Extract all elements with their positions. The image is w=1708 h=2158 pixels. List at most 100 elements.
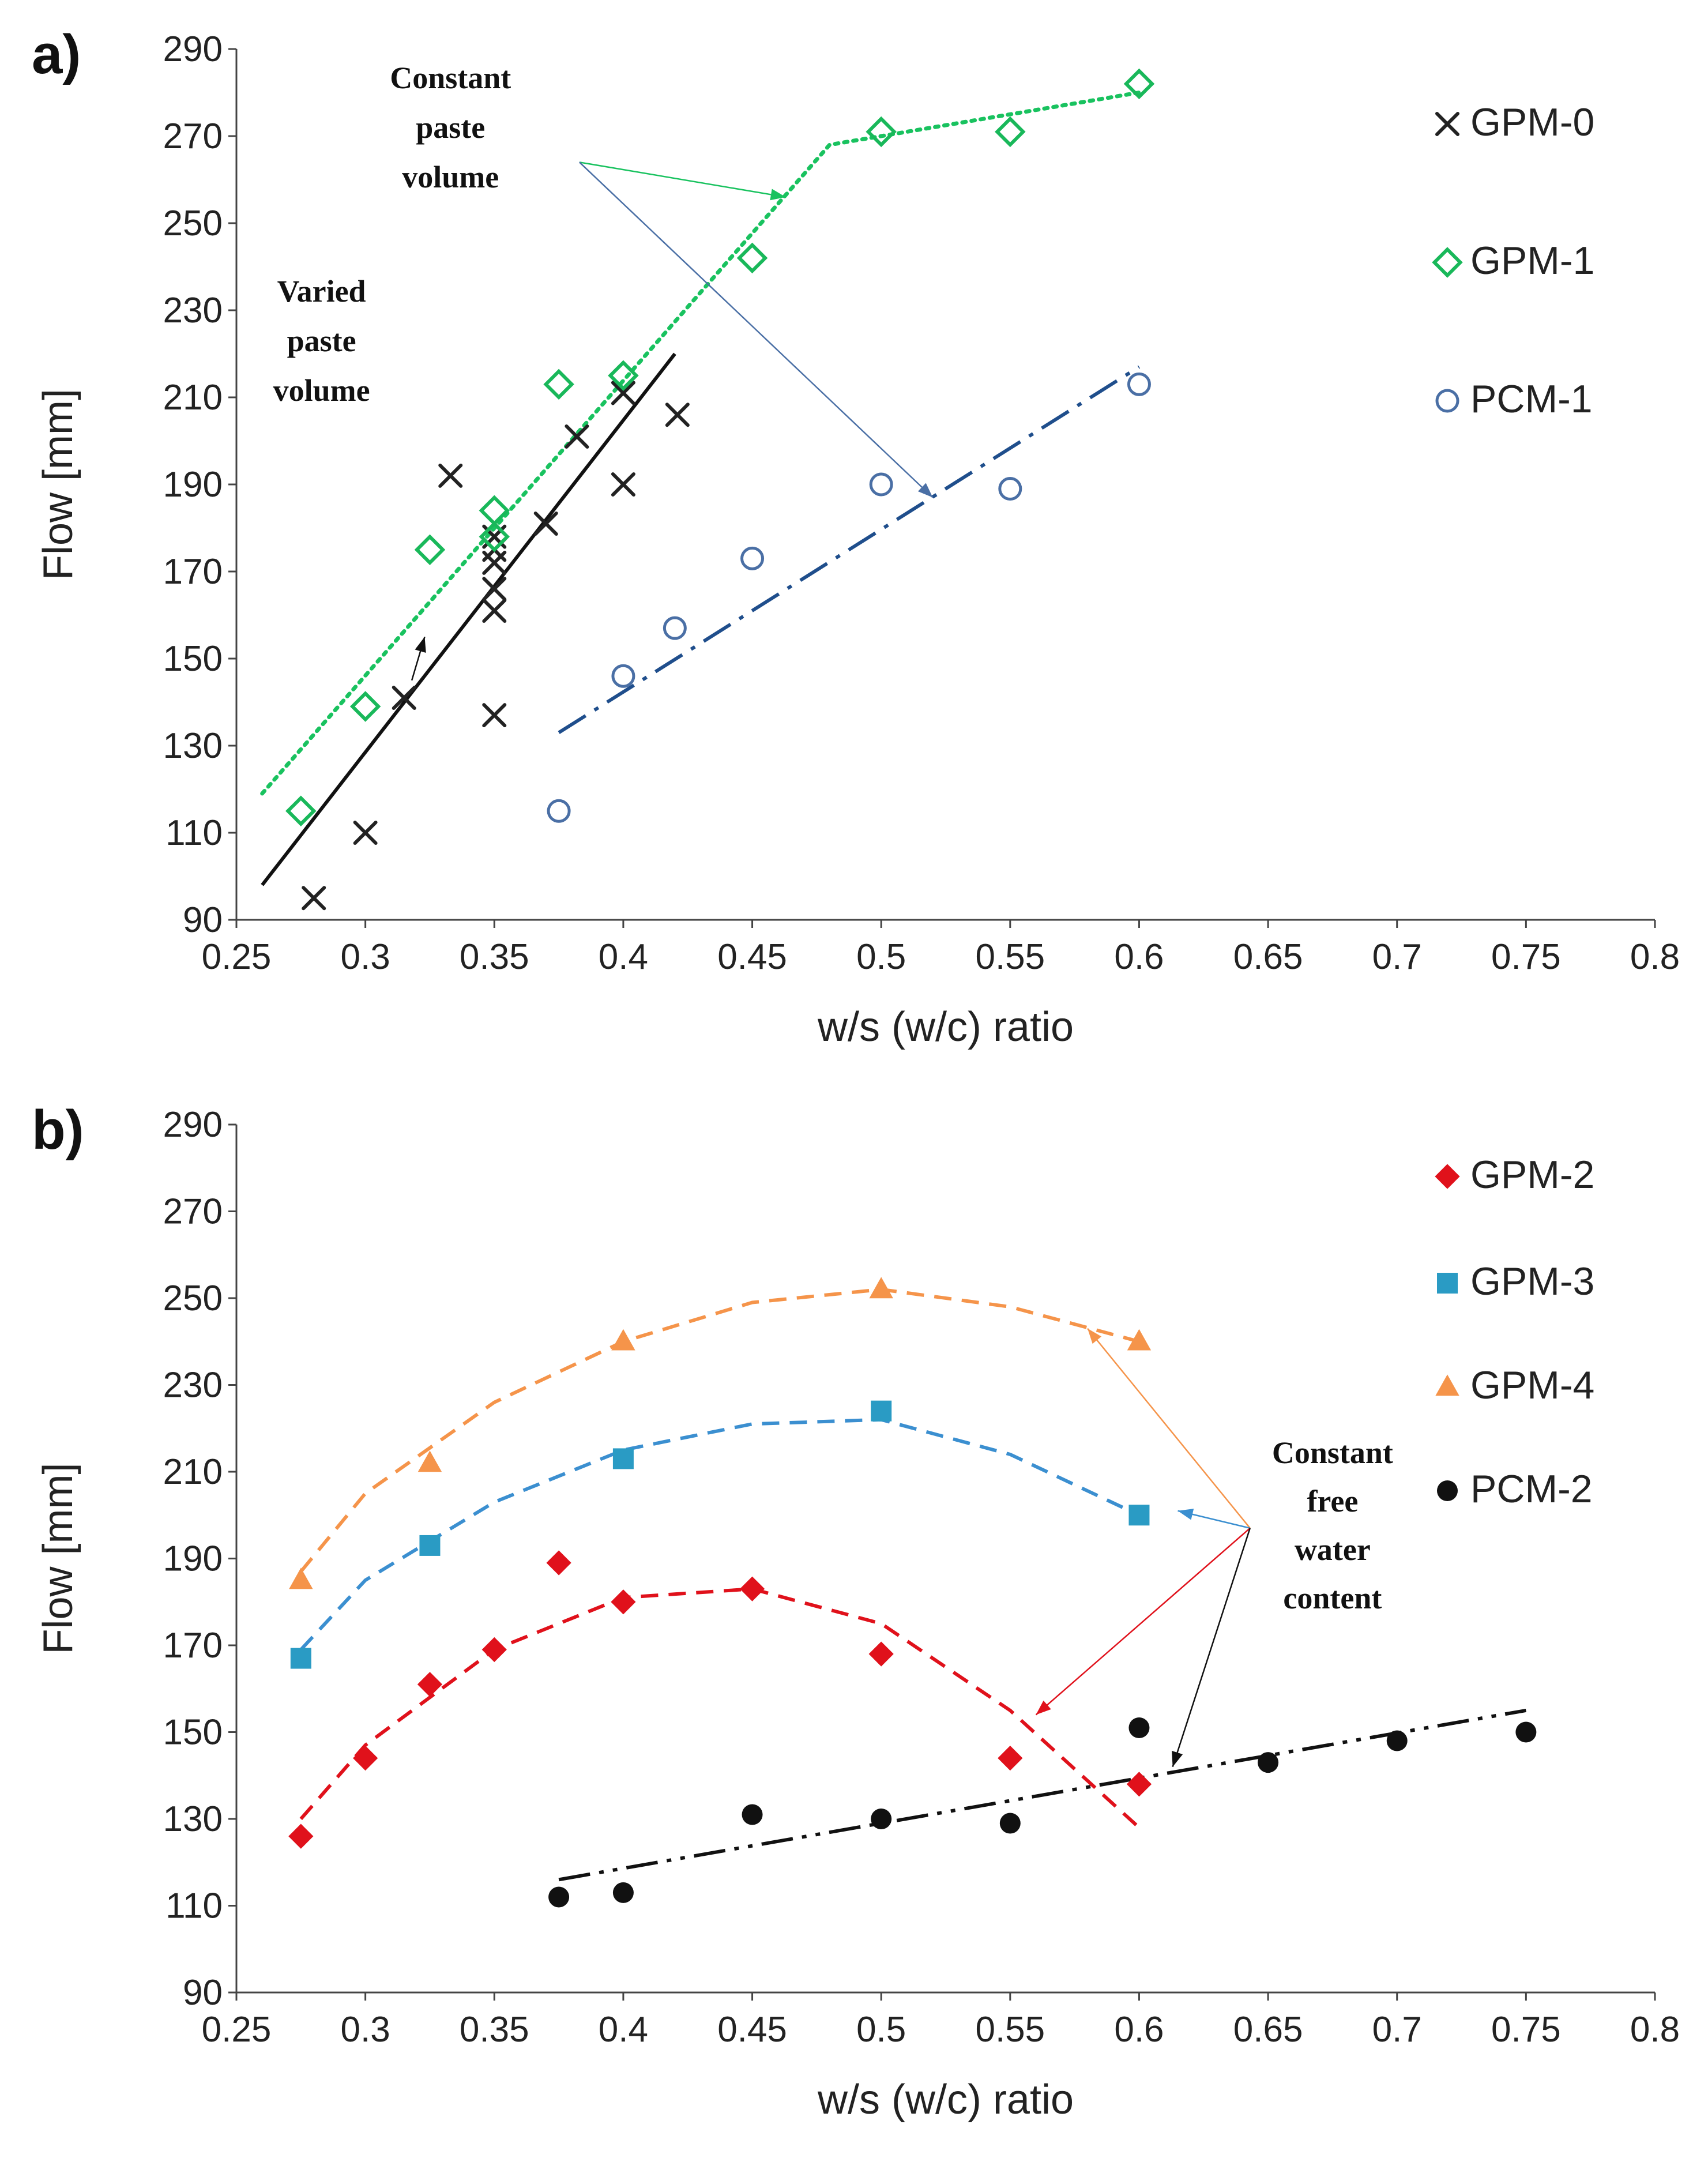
y-tick-label: 290 — [163, 1105, 223, 1145]
data-point — [289, 1567, 313, 1589]
x-tick-label: 0.65 — [1233, 2010, 1303, 2050]
data-point — [866, 116, 897, 148]
x-tick-label: 0.4 — [599, 937, 648, 977]
data-point — [482, 577, 507, 601]
data-point — [565, 424, 589, 449]
data-point — [612, 1448, 634, 1469]
legend-marker — [1435, 1374, 1459, 1396]
series-gpm-1 — [285, 68, 1155, 826]
data-point — [663, 616, 687, 640]
annotation-arrow — [411, 636, 426, 681]
data-point — [1515, 1721, 1537, 1743]
data-point — [871, 1400, 892, 1422]
y-tick-label: 270 — [163, 1192, 223, 1232]
legend-label: GPM-4 — [1470, 1363, 1594, 1407]
series-gpm-4 — [289, 1277, 1152, 1589]
legend-label: GPM-3 — [1470, 1260, 1594, 1303]
data-point — [665, 403, 690, 427]
x-tick-label: 0.3 — [341, 937, 390, 977]
data-point — [546, 1550, 571, 1576]
legend-marker — [1432, 247, 1463, 278]
x-tick-label: 0.25 — [202, 937, 272, 977]
series-pcm-1 — [547, 372, 1151, 823]
annotation-arrow — [579, 161, 934, 498]
data-point — [479, 495, 510, 527]
x-tick-label: 0.6 — [1114, 2010, 1164, 2050]
legend-marker — [1435, 112, 1459, 136]
series-gpm-0 — [302, 381, 690, 911]
y-tick-label: 90 — [183, 1973, 223, 2013]
annotation-text: Constant free water content — [1272, 1435, 1393, 1615]
data-point — [481, 1637, 507, 1663]
panel-label: a) — [32, 24, 81, 85]
annotation-text: Varied paste volume — [273, 274, 370, 408]
data-point — [290, 1648, 311, 1669]
data-point — [349, 691, 381, 722]
y-tick-label: 130 — [163, 1799, 223, 1839]
legend-marker — [1437, 1480, 1458, 1501]
x-tick-label: 0.45 — [717, 937, 787, 977]
data-point — [533, 511, 558, 536]
data-point — [353, 821, 378, 845]
y-tick-label: 110 — [165, 1886, 223, 1926]
data-point — [869, 1277, 893, 1299]
data-point — [998, 1746, 1023, 1771]
data-point — [999, 1813, 1021, 1834]
data-point — [288, 1824, 314, 1849]
legend-marker — [1435, 1164, 1460, 1189]
data-point — [479, 521, 510, 552]
x-tick-label: 0.5 — [856, 2010, 906, 2050]
y-tick-label: 130 — [163, 726, 223, 766]
y-tick-label: 290 — [163, 29, 223, 69]
data-point — [611, 472, 635, 497]
series-pcm-2 — [548, 1717, 1537, 1908]
y-tick-label: 90 — [183, 900, 223, 940]
data-point — [1258, 1752, 1279, 1773]
annotation-arrow — [579, 161, 786, 201]
y-tick-label: 250 — [163, 204, 223, 243]
data-point — [608, 360, 639, 391]
chart-panel-b: 90 110 130 150 170 190 210 230 250 270 290 0.25 0.3 0… — [32, 1099, 1680, 2123]
x-tick-label: 0.5 — [856, 937, 906, 977]
data-point — [543, 369, 574, 400]
y-axis-title: Flow [mm] — [35, 1463, 81, 1655]
data-point — [612, 1882, 634, 1903]
data-point — [482, 598, 507, 623]
legend-label: PCM-2 — [1470, 1467, 1593, 1511]
data-point — [742, 1804, 763, 1825]
y-tick-label: 170 — [163, 552, 223, 592]
x-tick-label: 0.6 — [1114, 937, 1164, 977]
trendline-gpm-2 — [299, 1587, 1141, 1829]
data-point — [611, 1329, 635, 1351]
data-point — [285, 795, 317, 826]
x-tick-label: 0.55 — [975, 937, 1045, 977]
data-point — [1123, 68, 1155, 100]
data-point — [998, 477, 1022, 501]
y-tick-label: 250 — [163, 1279, 223, 1318]
data-point — [868, 1641, 894, 1667]
y-tick-label: 210 — [163, 1452, 223, 1492]
data-point — [611, 1589, 636, 1615]
data-point — [353, 1746, 378, 1771]
x-tick-label: 0.75 — [1491, 937, 1561, 977]
data-point — [1386, 1730, 1408, 1751]
y-axis-title: Flow [mm] — [35, 389, 81, 580]
y-tick-label: 230 — [163, 1366, 223, 1405]
data-point — [871, 1809, 892, 1829]
x-tick-label: 0.55 — [975, 2010, 1045, 2050]
x-axis-title: w/s (w/c) ratio — [817, 1004, 1074, 1050]
y-tick-label: 230 — [163, 291, 223, 330]
series-gpm-3 — [290, 1400, 1150, 1669]
data-point — [547, 799, 571, 823]
data-point — [1127, 372, 1151, 396]
x-tick-label: 0.65 — [1233, 937, 1303, 977]
data-point — [739, 1576, 765, 1601]
data-point — [417, 1672, 443, 1697]
x-tick-label: 0.3 — [341, 2010, 390, 2050]
y-tick-label: 190 — [163, 1539, 223, 1579]
y-tick-label: 270 — [163, 116, 223, 156]
legend-label: GPM-0 — [1470, 100, 1594, 144]
x-tick-label: 0.7 — [1372, 937, 1422, 977]
x-tick-label: 0.25 — [202, 2010, 272, 2050]
